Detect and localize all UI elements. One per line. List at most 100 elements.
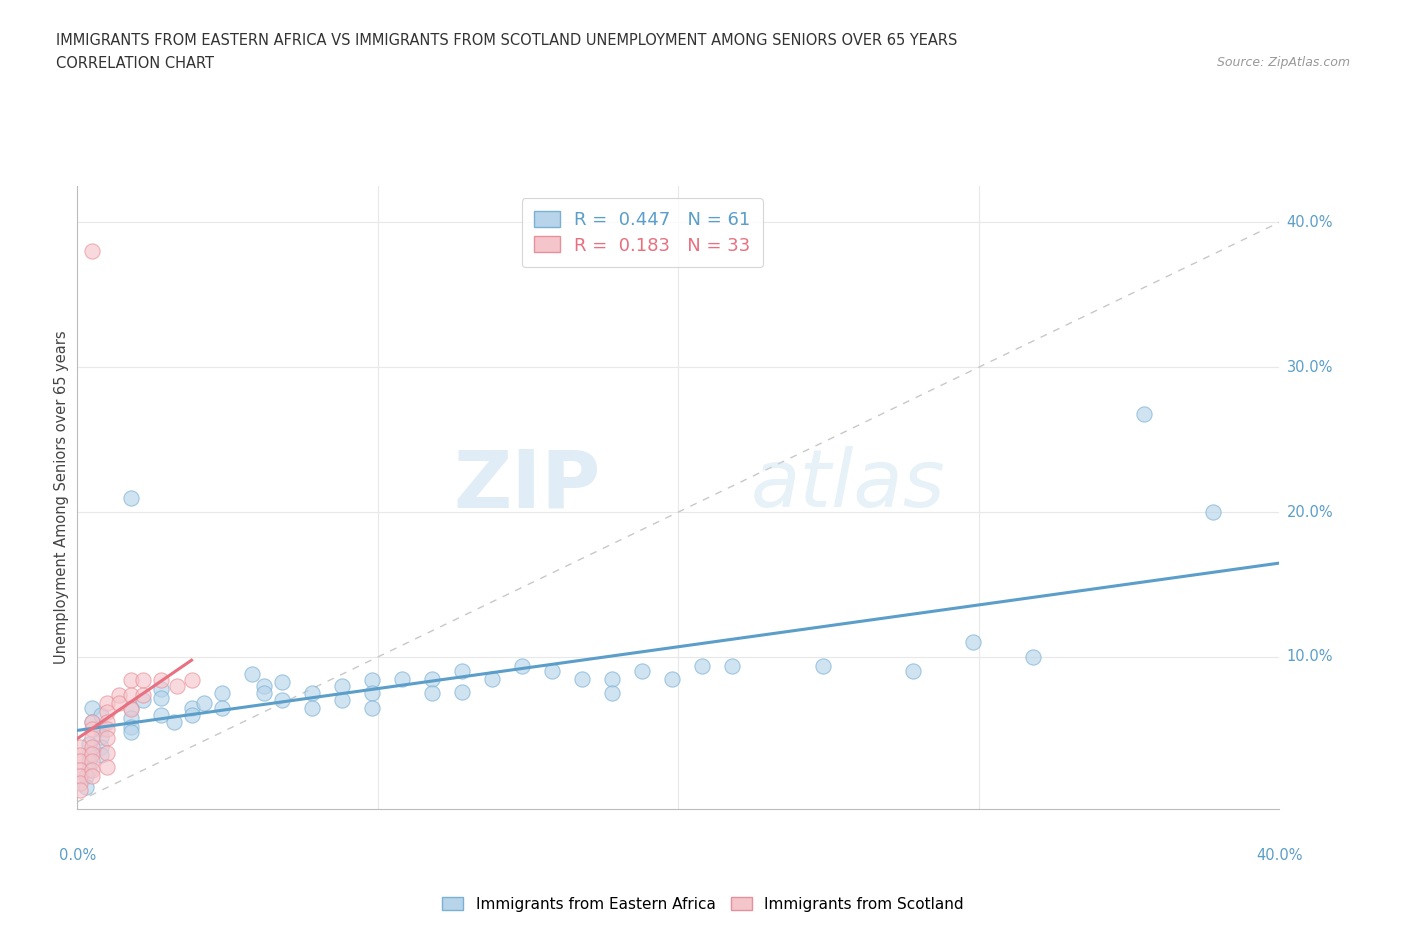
- Point: [69, 768, 91, 783]
- Point: [96, 705, 118, 720]
- Text: 10.0%: 10.0%: [1286, 649, 1333, 664]
- Point: [69, 776, 91, 790]
- Point: [82, 754, 104, 769]
- Point: [1133, 406, 1156, 421]
- Point: [120, 719, 142, 734]
- Point: [631, 664, 654, 679]
- Point: [150, 682, 173, 697]
- Point: [79, 763, 101, 777]
- Point: [360, 685, 382, 700]
- Text: IMMIGRANTS FROM EASTERN AFRICA VS IMMIGRANTS FROM SCOTLAND UNEMPLOYMENT AMONG SE: IMMIGRANTS FROM EASTERN AFRICA VS IMMIGR…: [56, 33, 957, 47]
- Point: [120, 711, 142, 725]
- Point: [330, 679, 353, 694]
- Legend: Immigrants from Eastern Africa, Immigrants from Scotland: Immigrants from Eastern Africa, Immigran…: [436, 891, 970, 918]
- Point: [270, 693, 292, 708]
- Point: [120, 490, 142, 505]
- Point: [108, 687, 131, 702]
- Text: Source: ZipAtlas.com: Source: ZipAtlas.com: [1216, 56, 1350, 69]
- Point: [120, 687, 142, 702]
- Point: [90, 729, 112, 744]
- Point: [69, 763, 91, 777]
- Point: [96, 745, 118, 760]
- Point: [132, 687, 155, 702]
- Text: atlas: atlas: [751, 446, 945, 525]
- Point: [82, 715, 104, 730]
- Point: [1202, 505, 1225, 520]
- Point: [253, 685, 276, 700]
- Point: [108, 696, 131, 711]
- Point: [481, 671, 503, 686]
- Point: [82, 747, 104, 762]
- Point: [301, 700, 323, 715]
- Point: [270, 674, 292, 689]
- Text: CORRELATION CHART: CORRELATION CHART: [56, 56, 214, 71]
- Point: [193, 696, 215, 711]
- Point: [391, 671, 413, 686]
- Point: [69, 739, 91, 754]
- Point: [90, 708, 112, 723]
- Point: [82, 715, 104, 730]
- Text: 40.0%: 40.0%: [1286, 215, 1333, 230]
- Point: [120, 701, 142, 716]
- Point: [79, 754, 101, 769]
- Point: [420, 685, 443, 700]
- Point: [721, 658, 744, 673]
- Point: [82, 768, 104, 783]
- Point: [75, 780, 97, 795]
- Point: [69, 748, 91, 763]
- Text: 40.0%: 40.0%: [1256, 848, 1303, 863]
- Point: [75, 768, 97, 783]
- Point: [240, 667, 263, 682]
- Point: [150, 708, 173, 723]
- Point: [79, 747, 101, 762]
- Point: [96, 760, 118, 775]
- Point: [301, 685, 323, 700]
- Point: [96, 715, 118, 730]
- Point: [360, 672, 382, 687]
- Point: [962, 635, 984, 650]
- Point: [451, 664, 474, 679]
- Point: [571, 671, 593, 686]
- Point: [180, 700, 202, 715]
- Point: [82, 244, 104, 259]
- Point: [90, 722, 112, 737]
- Point: [150, 672, 173, 687]
- Point: [360, 700, 382, 715]
- Point: [180, 708, 202, 723]
- Point: [120, 700, 142, 715]
- Text: 20.0%: 20.0%: [1286, 505, 1333, 520]
- Point: [330, 693, 353, 708]
- Point: [120, 672, 142, 687]
- Point: [120, 724, 142, 739]
- Point: [600, 671, 623, 686]
- Y-axis label: Unemployment Among Seniors over 65 years: Unemployment Among Seniors over 65 years: [53, 331, 69, 664]
- Point: [1022, 649, 1045, 664]
- Point: [600, 685, 623, 700]
- Point: [132, 672, 155, 687]
- Point: [69, 754, 91, 769]
- Point: [69, 783, 91, 798]
- Point: [96, 696, 118, 711]
- Point: [253, 679, 276, 694]
- Point: [811, 658, 834, 673]
- Text: 0.0%: 0.0%: [59, 848, 96, 863]
- Point: [162, 715, 184, 730]
- Point: [510, 658, 533, 673]
- Point: [180, 672, 202, 687]
- Point: [451, 684, 474, 699]
- Point: [692, 658, 714, 673]
- Text: ZIP: ZIP: [453, 446, 600, 525]
- Point: [420, 671, 443, 686]
- Point: [166, 679, 188, 694]
- Point: [82, 700, 104, 715]
- Point: [82, 731, 104, 746]
- Legend: R =  0.447   N = 61, R =  0.183   N = 33: R = 0.447 N = 61, R = 0.183 N = 33: [522, 198, 763, 267]
- Point: [661, 671, 683, 686]
- Point: [96, 722, 118, 737]
- Point: [82, 722, 104, 737]
- Point: [82, 739, 104, 754]
- Point: [96, 731, 118, 746]
- Point: [90, 739, 112, 754]
- Point: [211, 700, 233, 715]
- Point: [79, 737, 101, 751]
